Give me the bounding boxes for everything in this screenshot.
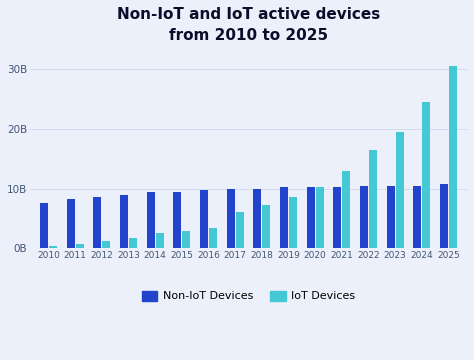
Bar [147, 192, 155, 248]
Legend: Non-IoT Devices, IoT Devices: Non-IoT Devices, IoT Devices [137, 286, 360, 306]
Bar [236, 212, 244, 248]
Bar [182, 231, 191, 248]
Bar [200, 190, 208, 248]
Bar [263, 205, 270, 248]
Bar [209, 228, 217, 248]
Bar [156, 233, 164, 248]
Bar [396, 132, 404, 248]
Bar [449, 66, 457, 248]
Bar [387, 185, 394, 248]
Bar [369, 150, 377, 248]
Bar [440, 184, 448, 248]
Bar [422, 102, 430, 248]
Bar [307, 187, 315, 248]
Bar [227, 189, 235, 248]
Bar [360, 185, 368, 248]
Bar [342, 171, 350, 248]
Bar [316, 187, 324, 248]
Bar [40, 203, 48, 248]
Bar [49, 246, 57, 248]
Bar [333, 187, 341, 248]
Bar [76, 243, 84, 248]
Bar [102, 240, 110, 248]
Bar [280, 187, 288, 248]
Bar [173, 192, 182, 248]
Title: Non-IoT and IoT active devices
from 2010 to 2025: Non-IoT and IoT active devices from 2010… [117, 7, 380, 43]
Bar [129, 238, 137, 248]
Bar [253, 189, 261, 248]
Bar [120, 194, 128, 248]
Bar [93, 197, 101, 248]
Bar [413, 185, 421, 248]
Bar [67, 199, 75, 248]
Bar [289, 198, 297, 248]
